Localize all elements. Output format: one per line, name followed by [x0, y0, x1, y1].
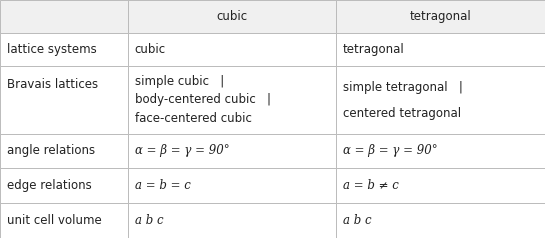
Bar: [0, 168, 128, 203]
Bar: [128, 203, 336, 238]
Text: simple cubic   |: simple cubic |: [135, 75, 224, 88]
Text: a = b = c: a = b = c: [135, 179, 191, 192]
Bar: [0, 0, 128, 33]
Bar: [336, 203, 545, 238]
Text: tetragonal: tetragonal: [343, 43, 404, 56]
Text: angle relations: angle relations: [7, 144, 95, 157]
Bar: [128, 134, 336, 168]
Bar: [336, 66, 545, 134]
Text: a = b ≠ c: a = b ≠ c: [343, 179, 399, 192]
Bar: [336, 0, 545, 33]
Text: Bravais lattices: Bravais lattices: [7, 78, 98, 91]
Bar: [0, 33, 128, 66]
Bar: [336, 168, 545, 203]
Text: cubic: cubic: [135, 43, 166, 56]
Text: unit cell volume: unit cell volume: [7, 214, 101, 227]
Text: centered tetragonal: centered tetragonal: [343, 107, 461, 120]
Bar: [128, 66, 336, 134]
Text: face-centered cubic: face-centered cubic: [135, 112, 251, 125]
Text: α = β = γ = 90°: α = β = γ = 90°: [343, 144, 438, 157]
Text: a b c: a b c: [343, 214, 372, 227]
Text: edge relations: edge relations: [7, 179, 92, 192]
Text: simple tetragonal   |: simple tetragonal |: [343, 81, 463, 94]
Bar: [0, 66, 128, 134]
Text: body-centered cubic   |: body-centered cubic |: [135, 94, 271, 106]
Text: cubic: cubic: [216, 10, 248, 23]
Text: tetragonal: tetragonal: [410, 10, 471, 23]
Text: a b c: a b c: [135, 214, 164, 227]
Bar: [0, 134, 128, 168]
Bar: [128, 33, 336, 66]
Text: lattice systems: lattice systems: [7, 43, 96, 56]
Bar: [128, 168, 336, 203]
Bar: [128, 0, 336, 33]
Text: α = β = γ = 90°: α = β = γ = 90°: [135, 144, 229, 157]
Bar: [336, 134, 545, 168]
Bar: [336, 33, 545, 66]
Bar: [0, 203, 128, 238]
